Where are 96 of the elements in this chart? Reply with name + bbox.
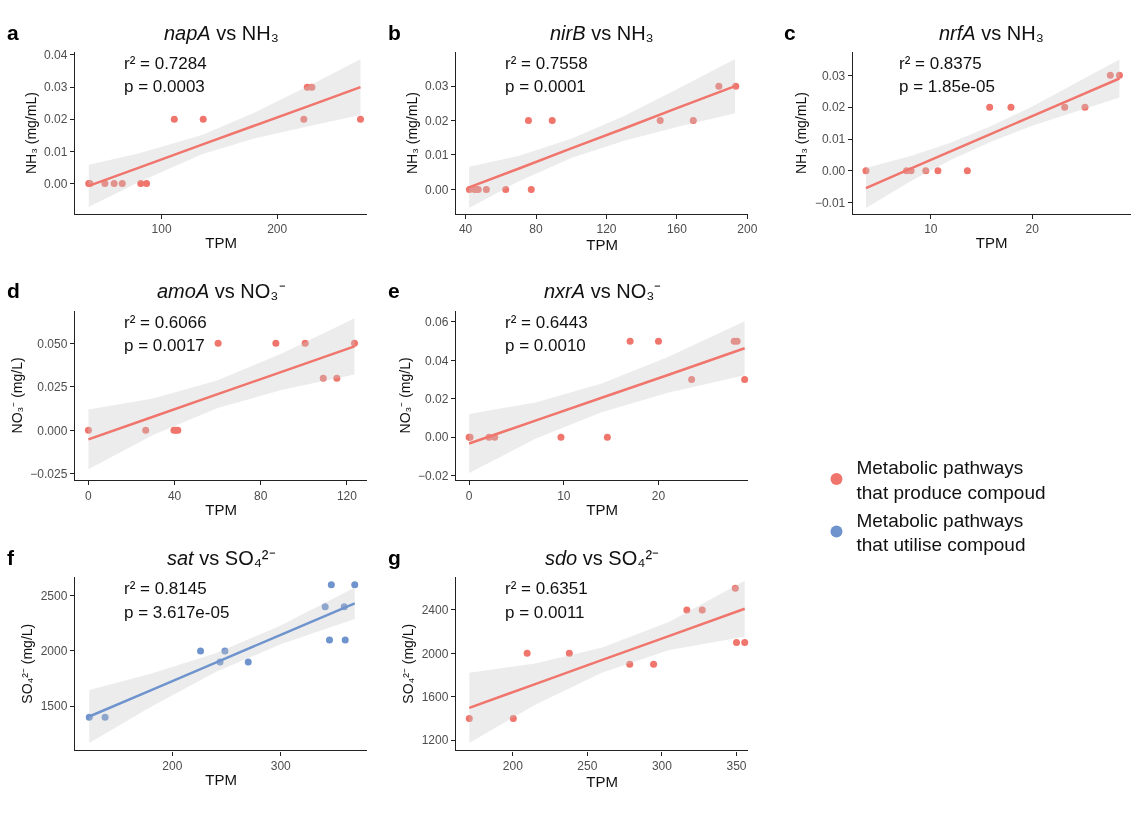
annotation: p = 0.0010 (505, 336, 586, 355)
y-axis-title: SO₄²⁻ (mg/L) (400, 623, 417, 704)
y-tick-label: 0.02 (43, 112, 68, 127)
chart-title: amoA vs NO₃⁻ (157, 280, 286, 302)
x-tick-label: 200 (502, 758, 524, 773)
annotation: p = 0.0003 (124, 77, 205, 96)
x-tick-label: 40 (167, 488, 182, 503)
annotation: r² = 0.6443 (505, 313, 588, 332)
x-tick-label: 160 (666, 222, 688, 237)
y-tick-label: 2000 (40, 644, 68, 659)
x-tick-label: 10 (924, 222, 938, 237)
x-tick-label: 20 (651, 488, 666, 503)
y-tick-label: 1600 (421, 689, 449, 704)
y-tick-label: 2000 (421, 646, 449, 661)
y-tick-label: 0.050 (37, 336, 68, 351)
x-axis-title: TPM (586, 236, 618, 254)
legend-label: Metabolic pathways that utilise compoud (856, 509, 1026, 556)
x-tick-label: 10 (557, 488, 571, 503)
y-tick-label: 0.00 (425, 182, 449, 197)
x-axis-title: TPM (975, 234, 1008, 252)
chart-title: sdo vs SO₄²⁻ (545, 547, 660, 569)
x-axis-title: TPM (205, 500, 237, 518)
y-tick-label: 0.025 (37, 380, 68, 395)
text: d (7, 279, 20, 302)
y-tick-label: 0.00 (821, 164, 846, 179)
y-tick-label: 0.06 (425, 315, 449, 330)
x-tick-label: 200 (162, 758, 183, 773)
annotation: r² = 0.8375 (899, 54, 982, 73)
y-axis-title: SO₄²⁻ (mg/L) (19, 623, 36, 704)
x-axis-title: TPM (586, 772, 618, 790)
y-tick-label: 1500 (40, 699, 68, 714)
y-tick-label: 0.04 (425, 353, 449, 368)
x-tick-label: 80 (529, 222, 543, 237)
y-tick-label: 0.03 (43, 80, 68, 95)
x-tick-label: 0 (85, 488, 93, 503)
annotation: r² = 0.7558 (505, 54, 588, 73)
annotation: r² = 0.8145 (124, 579, 207, 598)
text: b (388, 21, 401, 44)
y-tick-label: 0.01 (43, 144, 68, 159)
y-axis-title: NO₃⁻ (mg/L) (8, 357, 25, 434)
y-tick-label: −0.01 (814, 195, 846, 210)
text: c (784, 21, 796, 44)
x-tick-label: 200 (267, 222, 288, 237)
x-tick-label: 100 (151, 222, 172, 237)
text: e (388, 279, 400, 302)
x-tick-label: 300 (651, 758, 673, 773)
x-tick-label: 300 (270, 758, 292, 773)
x-tick-label: 200 (737, 222, 758, 237)
text: f (7, 546, 15, 569)
annotation: r² = 0.6351 (505, 579, 588, 598)
x-tick-label: 120 (336, 488, 358, 503)
annotation: p = 0.0017 (124, 336, 205, 355)
x-axis-title: TPM (586, 500, 618, 518)
x-tick-label: 350 (726, 758, 747, 773)
legend-label: Metabolic pathways that produce compoud (856, 457, 1046, 503)
x-axis-title: TPM (205, 234, 237, 252)
x-tick-label: 120 (596, 222, 617, 237)
chart-title: sat vs SO₄²⁻ (167, 547, 276, 569)
x-tick-label: 40 (458, 222, 473, 237)
y-tick-label: 0.02 (425, 113, 449, 128)
y-tick-label: 0.03 (425, 79, 449, 94)
annotation: p = 3.617e-05 (124, 603, 230, 622)
annotation: p = 0.0001 (505, 77, 586, 96)
y-tick-label: −0.025 (30, 467, 68, 482)
y-tick-label: 0.01 (425, 148, 449, 163)
x-axis-title: TPM (205, 770, 237, 788)
y-tick-label: 0.00 (43, 176, 68, 191)
y-tick-label: 0.02 (821, 100, 846, 115)
chart-title: nirB vs NH₃ (550, 22, 654, 44)
chart-title: nrfA vs NH₃ (939, 22, 1044, 44)
y-axis-title: NH₃ (mg/mL) (793, 92, 810, 175)
y-tick-label: −0.02 (417, 468, 449, 483)
annotation: p = 0.0011 (505, 603, 585, 622)
x-tick-label: 250 (577, 758, 598, 773)
chart-title: nxrA vs NO₃⁻ (544, 280, 662, 302)
y-tick-label: 0.03 (821, 68, 846, 83)
y-axis-title: NH₃ (mg/mL) (403, 92, 420, 175)
y-axis-title: NO₃⁻ (mg/L) (396, 357, 413, 434)
y-tick-label: 1200 (421, 733, 449, 748)
text: g (388, 546, 401, 569)
y-tick-label: 0.04 (43, 48, 68, 63)
annotation: r² = 0.7284 (124, 54, 207, 73)
text: a (7, 21, 19, 44)
annotation: r² = 0.6066 (124, 313, 207, 332)
y-tick-label: 0.00 (425, 430, 449, 445)
chart-title: napA vs NH₃ (164, 22, 279, 44)
y-tick-label: 2400 (421, 603, 449, 618)
y-tick-label: 2500 (40, 589, 68, 604)
y-tick-label: 0.000 (37, 423, 68, 438)
x-tick-label: 80 (254, 488, 268, 503)
y-tick-label: 0.01 (821, 132, 846, 147)
y-axis-title: NH₃ (mg/mL) (22, 92, 39, 175)
x-tick-label: 20 (1025, 222, 1040, 237)
y-tick-label: 0.02 (425, 391, 449, 406)
annotation: p = 1.85e-05 (899, 77, 995, 96)
x-tick-label: 0 (465, 488, 473, 503)
